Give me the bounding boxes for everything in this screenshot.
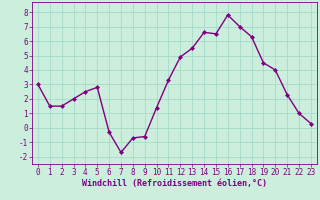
X-axis label: Windchill (Refroidissement éolien,°C): Windchill (Refroidissement éolien,°C): [82, 179, 267, 188]
